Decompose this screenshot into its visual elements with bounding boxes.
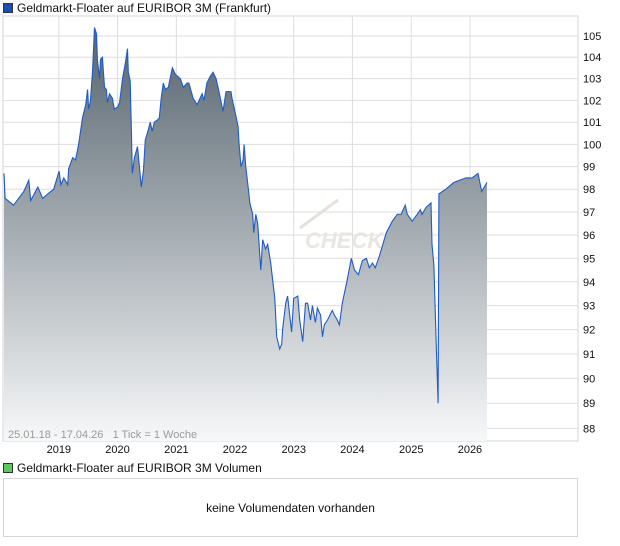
y-tick-label: 103 [583, 74, 601, 86]
y-tick-label: 101 [583, 117, 601, 129]
y-tick-label: 102 [583, 95, 601, 107]
x-tick-label: 2024 [340, 444, 364, 456]
price-legend: Geldmarkt-Floater auf EURIBOR 3M (Frankf… [3, 1, 271, 15]
range-info-label: 25.01.18 - 17.04.26 1 Tick = 1 Woche [8, 429, 197, 441]
y-tick-label: 99 [583, 162, 595, 174]
x-tick-label: 2026 [458, 444, 482, 456]
x-tick-label: 2023 [281, 444, 305, 456]
y-tick-label: 88 [583, 423, 595, 435]
price-area [4, 27, 487, 441]
price-line [3, 27, 488, 404]
y-tick-label: 100 [583, 139, 601, 151]
no-volume-message: keine Volumendaten vorhanden [206, 500, 375, 515]
y-tick-label: 92 [583, 325, 595, 337]
x-tick-label: 2025 [399, 444, 423, 456]
y-tick-label: 105 [583, 31, 601, 43]
volume-legend: Geldmarkt-Floater auf EURIBOR 3M Volumen [3, 461, 262, 475]
y-tick-label: 89 [583, 398, 595, 410]
y-tick-label: 98 [583, 184, 595, 196]
volume-panel: keine Volumendaten vorhanden [3, 478, 578, 537]
y-tick-label: 94 [583, 277, 595, 289]
volume-legend-label: Geldmarkt-Floater auf EURIBOR 3M Volumen [17, 461, 262, 475]
price-chart: CHECK 88 89 90 91 92 93 94 95 96 97 98 99 100 101 102 1… [2, 15, 601, 456]
y-tick-label: 95 [583, 253, 595, 265]
x-tick-label: 2021 [164, 444, 188, 456]
x-tick-label: 2019 [47, 444, 71, 456]
y-tick-label: 104 [583, 52, 601, 64]
volume-legend-swatch [3, 463, 13, 473]
x-tick-label: 2020 [105, 444, 129, 456]
y-tick-label: 97 [583, 207, 595, 219]
y-tick-label: 90 [583, 373, 595, 385]
y-tick-label: 91 [583, 349, 595, 361]
svg-text:CHECK: CHECK [305, 228, 385, 253]
y-tick-label: 93 [583, 301, 595, 313]
x-tick-label: 2022 [223, 444, 247, 456]
watermark-logo: CHECK [299, 198, 385, 253]
price-legend-swatch [3, 3, 13, 13]
price-legend-label: Geldmarkt-Floater auf EURIBOR 3M (Frankf… [17, 1, 272, 15]
y-tick-label: 96 [583, 230, 595, 242]
